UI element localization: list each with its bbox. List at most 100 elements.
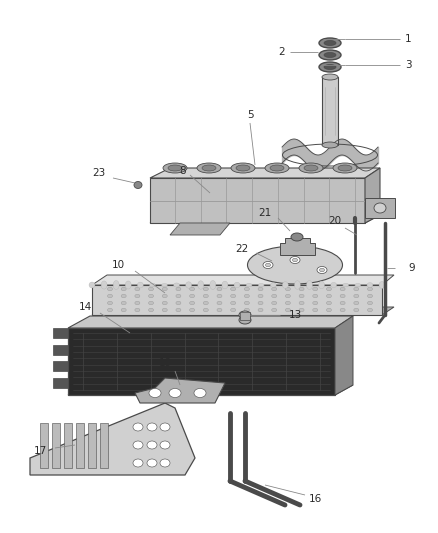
Ellipse shape: [313, 294, 318, 298]
Ellipse shape: [135, 287, 140, 290]
Ellipse shape: [265, 263, 271, 266]
Ellipse shape: [299, 294, 304, 298]
Ellipse shape: [286, 287, 290, 290]
Ellipse shape: [121, 308, 126, 312]
Bar: [52, 423, 60, 468]
Ellipse shape: [231, 287, 236, 290]
Ellipse shape: [326, 294, 332, 298]
Polygon shape: [280, 238, 315, 255]
Ellipse shape: [135, 294, 140, 298]
Ellipse shape: [340, 294, 345, 298]
Ellipse shape: [147, 423, 157, 431]
Ellipse shape: [203, 308, 208, 312]
Ellipse shape: [272, 308, 277, 312]
Text: 8: 8: [180, 166, 186, 176]
Ellipse shape: [168, 165, 182, 171]
Polygon shape: [135, 378, 225, 403]
Text: 3: 3: [405, 60, 411, 70]
Polygon shape: [68, 328, 335, 395]
Ellipse shape: [338, 165, 352, 171]
Ellipse shape: [354, 301, 359, 305]
Polygon shape: [335, 316, 353, 395]
Ellipse shape: [326, 301, 332, 305]
Text: 19: 19: [159, 358, 172, 368]
Ellipse shape: [258, 284, 264, 287]
Ellipse shape: [258, 308, 263, 312]
Polygon shape: [68, 316, 353, 328]
Ellipse shape: [190, 308, 194, 312]
Ellipse shape: [379, 281, 385, 288]
Ellipse shape: [290, 256, 300, 263]
Ellipse shape: [367, 282, 373, 287]
Ellipse shape: [231, 163, 255, 173]
Polygon shape: [53, 361, 68, 371]
Ellipse shape: [194, 389, 206, 398]
Ellipse shape: [319, 50, 341, 60]
Ellipse shape: [89, 282, 95, 288]
Text: 14: 14: [78, 302, 92, 312]
Ellipse shape: [322, 142, 338, 148]
Ellipse shape: [147, 459, 157, 467]
Ellipse shape: [354, 294, 359, 298]
Ellipse shape: [319, 38, 341, 48]
Ellipse shape: [160, 459, 170, 467]
Ellipse shape: [331, 282, 337, 288]
Bar: [100, 423, 108, 468]
Text: 9: 9: [409, 263, 415, 273]
Ellipse shape: [107, 301, 113, 305]
Ellipse shape: [319, 62, 341, 72]
Ellipse shape: [133, 459, 143, 467]
Ellipse shape: [340, 301, 345, 305]
Ellipse shape: [162, 294, 167, 298]
Ellipse shape: [107, 287, 113, 290]
Ellipse shape: [190, 287, 194, 290]
Ellipse shape: [135, 301, 140, 305]
Ellipse shape: [286, 294, 290, 298]
Ellipse shape: [148, 308, 154, 312]
Ellipse shape: [203, 294, 208, 298]
Ellipse shape: [258, 301, 263, 305]
Text: 2: 2: [279, 47, 285, 57]
Ellipse shape: [286, 308, 290, 312]
Ellipse shape: [317, 266, 327, 273]
Ellipse shape: [134, 182, 142, 189]
Ellipse shape: [203, 301, 208, 305]
Ellipse shape: [293, 259, 297, 262]
Polygon shape: [150, 215, 380, 223]
Ellipse shape: [162, 308, 167, 312]
Ellipse shape: [313, 308, 318, 312]
Ellipse shape: [133, 441, 143, 449]
Ellipse shape: [160, 423, 170, 431]
Text: 10: 10: [111, 260, 124, 270]
Ellipse shape: [355, 284, 361, 287]
Ellipse shape: [367, 287, 372, 290]
Ellipse shape: [176, 308, 181, 312]
Ellipse shape: [163, 163, 187, 173]
Ellipse shape: [343, 284, 349, 287]
Bar: [322, 77, 338, 145]
Ellipse shape: [190, 294, 194, 298]
Ellipse shape: [340, 287, 345, 290]
Ellipse shape: [217, 294, 222, 298]
Bar: [88, 423, 96, 468]
Ellipse shape: [239, 311, 251, 319]
Ellipse shape: [244, 294, 249, 298]
Bar: [40, 423, 48, 468]
Ellipse shape: [283, 281, 288, 288]
Polygon shape: [170, 223, 230, 235]
Ellipse shape: [286, 301, 290, 305]
Ellipse shape: [299, 163, 323, 173]
Polygon shape: [30, 403, 195, 475]
Ellipse shape: [121, 294, 126, 298]
Ellipse shape: [367, 294, 372, 298]
Ellipse shape: [149, 283, 155, 287]
Bar: [240, 312, 250, 320]
Polygon shape: [53, 378, 68, 388]
Text: 17: 17: [33, 446, 46, 456]
Ellipse shape: [236, 165, 250, 171]
Ellipse shape: [203, 287, 208, 290]
Ellipse shape: [265, 163, 289, 173]
Ellipse shape: [263, 262, 273, 269]
Ellipse shape: [125, 281, 131, 289]
Ellipse shape: [246, 283, 252, 287]
